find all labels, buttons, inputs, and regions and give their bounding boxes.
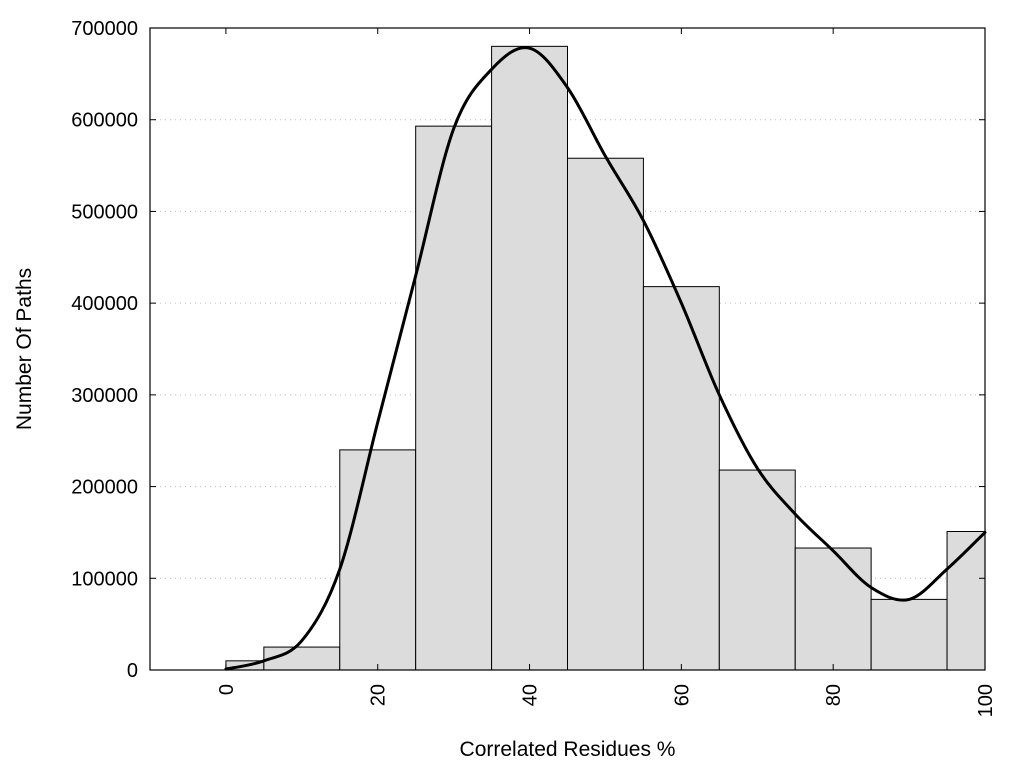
histogram-bars: [225, 45, 986, 671]
y-tick-label: 300000: [71, 385, 138, 407]
plot-frame: [149, 27, 986, 671]
histogram-bar: [870, 598, 948, 671]
histogram-bar: [339, 449, 417, 671]
x-tick-label: 80: [823, 684, 845, 706]
histogram-bar: [415, 125, 493, 671]
histogram-bar: [642, 286, 720, 671]
y-tick-label: 600000: [71, 110, 138, 132]
y-tick-label: 700000: [71, 18, 138, 40]
x-tick-label: 100: [975, 684, 997, 717]
y-tick-label: 100000: [71, 568, 138, 590]
x-tick-label: 60: [671, 684, 693, 706]
histogram-bar: [794, 547, 872, 671]
x-tick-label: 20: [368, 684, 390, 706]
y-axis-ticks: 0 100000 200000 300000 400000 500000 600000 700…: [71, 18, 985, 682]
x-tick-label: 40: [520, 684, 542, 706]
histogram-bar: [946, 531, 986, 671]
density-curve-group: [224, 46, 987, 671]
y-tick-label: 200000: [71, 477, 138, 499]
y-axis-title: Number Of Paths: [13, 268, 36, 430]
x-tick-label: 0: [216, 684, 238, 695]
histogram-bar: [567, 157, 644, 671]
y-tick-label: 500000: [71, 201, 138, 223]
y-tick-label: 400000: [71, 293, 138, 315]
x-axis-title: Correlated Residues %: [460, 738, 676, 761]
histogram-bar: [491, 45, 568, 671]
y-tick-label: 0: [127, 660, 138, 682]
density-curve: [224, 46, 987, 671]
x-axis-ticks: 0 20 40 60 80 100: [216, 28, 997, 717]
